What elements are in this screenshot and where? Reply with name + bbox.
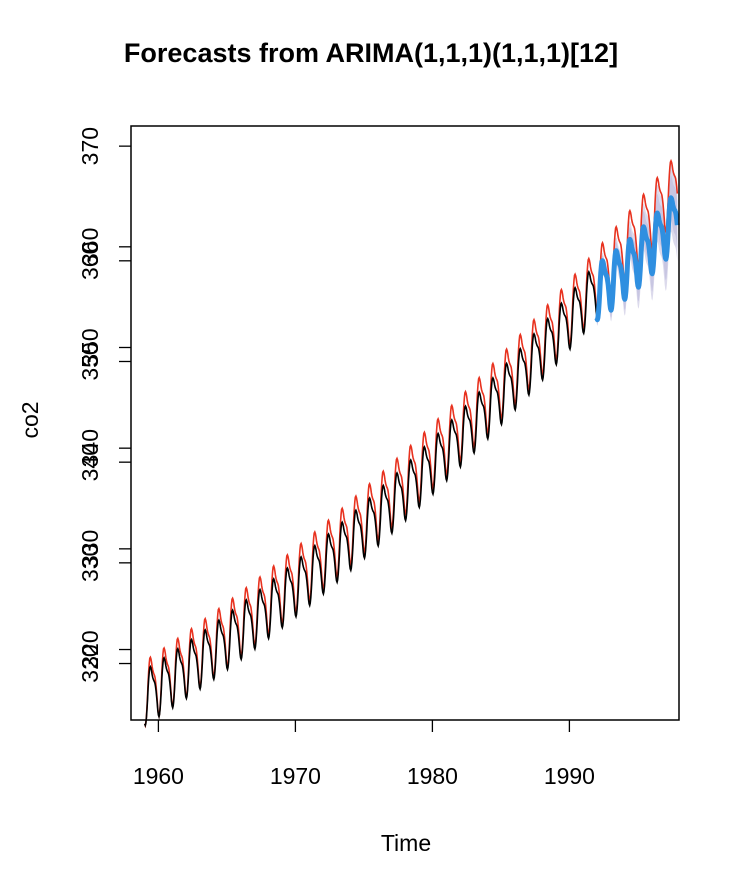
- y-tick-alt-label: 320: [77, 644, 103, 682]
- series-lines: [143, 158, 680, 729]
- y-tick-label: 360: [77, 228, 103, 266]
- y-tick-alt-label: 360: [77, 242, 103, 280]
- y-tick-label: 370: [77, 127, 103, 165]
- x-tick-label: 1980: [407, 763, 458, 789]
- x-axis-label: Time: [380, 830, 432, 856]
- chart-title: Forecasts from ARIMA(1,1,1)(1,1,1)[12]: [123, 38, 619, 68]
- y-tick-label: 340: [77, 429, 103, 467]
- x-tick-label: 1990: [544, 763, 595, 789]
- y-tick-label: 320: [77, 630, 103, 668]
- y-tick-label: 350: [77, 328, 103, 366]
- axes: 1960 1970 1980 1990 320 330 340 350 360 370 320 330…: [77, 127, 595, 789]
- plot-frame: [130, 125, 680, 721]
- y-tick-alt-label: 350: [77, 342, 103, 380]
- series-line-observed: [143, 269, 598, 729]
- y-tick-alt-label: 340: [77, 443, 103, 481]
- series-line-forecast: [594, 195, 680, 323]
- x-tick-label: 1970: [270, 763, 321, 789]
- y-tick-label: 330: [77, 530, 103, 568]
- x-tick-label: 1960: [133, 763, 184, 789]
- series-line-comparison: [143, 158, 679, 729]
- y-tick-alt-label: 330: [77, 544, 103, 582]
